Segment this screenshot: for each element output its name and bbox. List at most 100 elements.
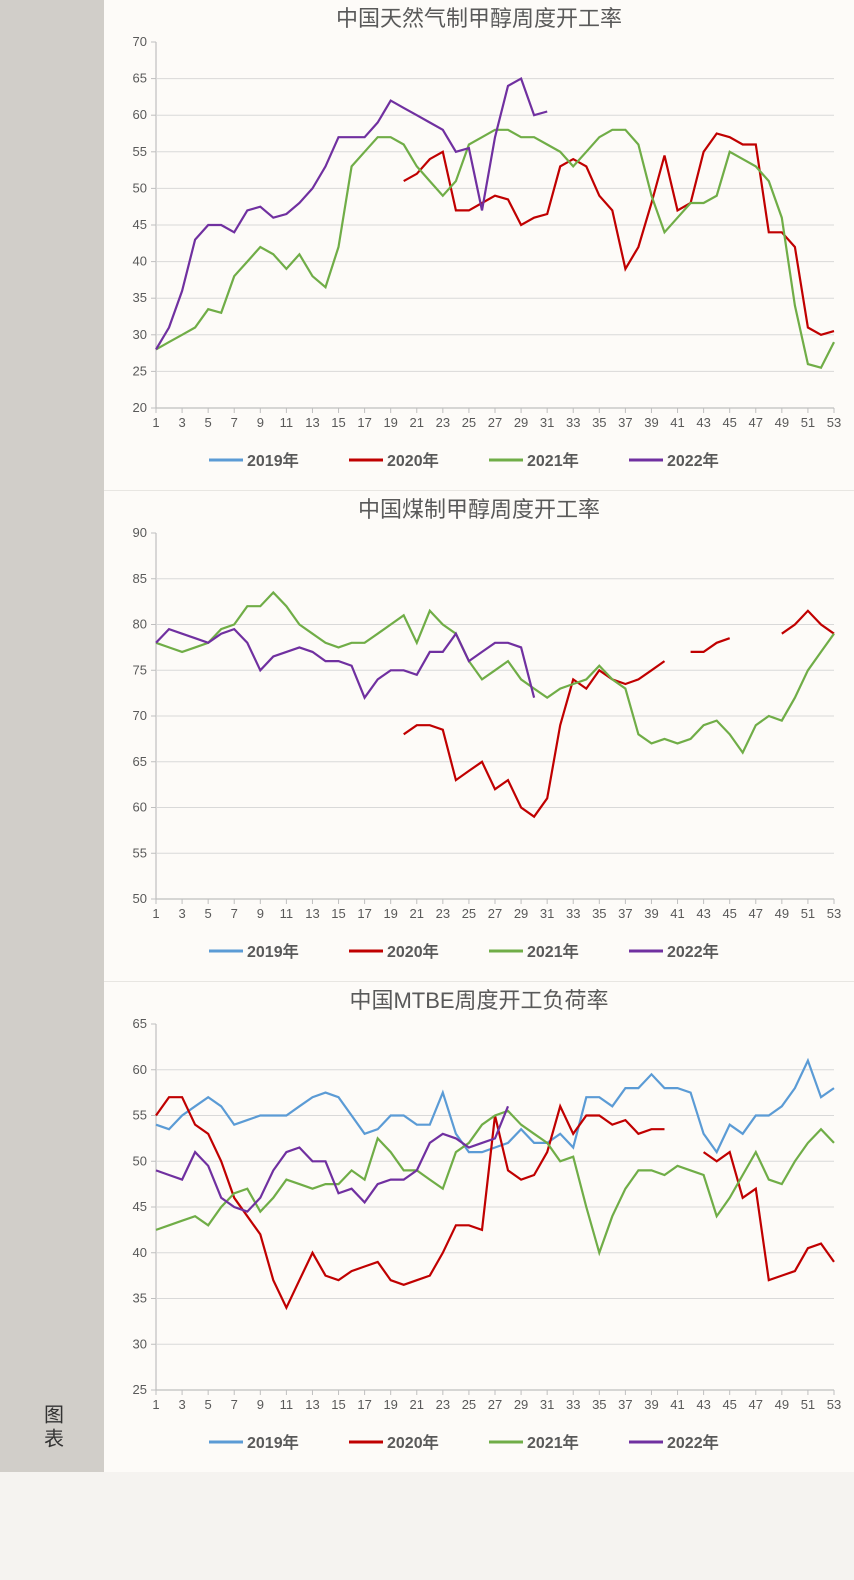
x-tick-label: 33 bbox=[566, 415, 580, 430]
series-2021 bbox=[156, 593, 834, 753]
x-tick-label: 21 bbox=[410, 1397, 424, 1412]
x-tick-label: 39 bbox=[644, 906, 658, 921]
x-tick-label: 31 bbox=[540, 906, 554, 921]
legend-label: 2020年 bbox=[387, 942, 439, 961]
x-tick-label: 19 bbox=[383, 906, 397, 921]
y-tick-label: 25 bbox=[133, 1382, 147, 1397]
y-tick-label: 85 bbox=[133, 571, 147, 586]
y-tick-label: 60 bbox=[133, 800, 147, 815]
y-tick-label: 20 bbox=[133, 400, 147, 415]
x-tick-label: 25 bbox=[462, 906, 476, 921]
x-tick-label: 37 bbox=[618, 1397, 632, 1412]
x-tick-label: 1 bbox=[152, 1397, 159, 1412]
legend-label: 2021年 bbox=[527, 451, 579, 470]
x-tick-label: 23 bbox=[436, 1397, 450, 1412]
series-2022 bbox=[156, 1106, 508, 1211]
y-tick-label: 60 bbox=[133, 1062, 147, 1077]
x-tick-label: 19 bbox=[383, 415, 397, 430]
x-tick-label: 41 bbox=[670, 906, 684, 921]
legend-label: 2019年 bbox=[247, 1433, 299, 1452]
x-tick-label: 15 bbox=[331, 906, 345, 921]
x-tick-label: 51 bbox=[801, 906, 815, 921]
x-tick-label: 7 bbox=[231, 1397, 238, 1412]
chart-mtbe: 中国MTBE周度开工负荷率253035404550556065135791113… bbox=[104, 982, 854, 1472]
legend-label: 2022年 bbox=[667, 451, 719, 470]
x-tick-label: 25 bbox=[462, 415, 476, 430]
x-tick-label: 43 bbox=[696, 415, 710, 430]
x-tick-label: 15 bbox=[331, 415, 345, 430]
y-tick-label: 65 bbox=[133, 754, 147, 769]
x-tick-label: 25 bbox=[462, 1397, 476, 1412]
series-2020 bbox=[404, 611, 834, 817]
y-tick-label: 40 bbox=[133, 254, 147, 269]
x-tick-label: 47 bbox=[749, 415, 763, 430]
series-2020 bbox=[404, 134, 834, 335]
x-tick-label: 45 bbox=[722, 906, 736, 921]
y-tick-label: 90 bbox=[133, 525, 147, 540]
x-tick-label: 5 bbox=[205, 415, 212, 430]
x-tick-label: 9 bbox=[257, 906, 264, 921]
x-tick-label: 51 bbox=[801, 1397, 815, 1412]
legend-label: 2022年 bbox=[667, 1433, 719, 1452]
chart-coal-methanol: 中国煤制甲醇周度开工率50556065707580859013579111315… bbox=[104, 491, 854, 982]
x-tick-label: 35 bbox=[592, 1397, 606, 1412]
y-tick-label: 60 bbox=[133, 107, 147, 122]
x-tick-label: 9 bbox=[257, 1397, 264, 1412]
x-tick-label: 51 bbox=[801, 415, 815, 430]
x-tick-label: 21 bbox=[410, 415, 424, 430]
x-tick-label: 15 bbox=[331, 1397, 345, 1412]
x-tick-label: 27 bbox=[488, 906, 502, 921]
x-tick-label: 53 bbox=[827, 906, 841, 921]
y-tick-label: 55 bbox=[133, 845, 147, 860]
x-tick-label: 7 bbox=[231, 415, 238, 430]
series-2022 bbox=[156, 629, 534, 698]
y-tick-label: 45 bbox=[133, 217, 147, 232]
x-tick-label: 29 bbox=[514, 415, 528, 430]
y-tick-label: 70 bbox=[133, 34, 147, 49]
x-tick-label: 29 bbox=[514, 906, 528, 921]
x-tick-label: 13 bbox=[305, 906, 319, 921]
y-tick-label: 65 bbox=[133, 1016, 147, 1031]
x-tick-label: 47 bbox=[749, 1397, 763, 1412]
x-tick-label: 5 bbox=[205, 1397, 212, 1412]
x-tick-label: 37 bbox=[618, 906, 632, 921]
series-2020 bbox=[156, 1097, 834, 1308]
x-tick-label: 11 bbox=[280, 415, 294, 430]
y-tick-label: 55 bbox=[133, 1108, 147, 1123]
x-tick-label: 35 bbox=[592, 906, 606, 921]
x-tick-label: 39 bbox=[644, 415, 658, 430]
x-tick-label: 17 bbox=[357, 1397, 371, 1412]
y-tick-label: 50 bbox=[133, 180, 147, 195]
x-tick-label: 33 bbox=[566, 1397, 580, 1412]
y-tick-label: 25 bbox=[133, 363, 147, 378]
sidebar-label: 图表 bbox=[38, 1404, 67, 1452]
x-tick-label: 13 bbox=[305, 1397, 319, 1412]
y-tick-label: 75 bbox=[133, 662, 147, 677]
x-tick-label: 45 bbox=[722, 1397, 736, 1412]
chart-title: 中国天然气制甲醇周度开工率 bbox=[336, 6, 622, 31]
x-tick-label: 21 bbox=[410, 906, 424, 921]
series-2022 bbox=[156, 79, 547, 350]
chart-title: 中国MTBE周度开工负荷率 bbox=[349, 988, 608, 1013]
y-tick-label: 55 bbox=[133, 144, 147, 159]
x-tick-label: 1 bbox=[152, 415, 159, 430]
x-tick-label: 47 bbox=[749, 906, 763, 921]
legend-label: 2020年 bbox=[387, 451, 439, 470]
x-tick-label: 9 bbox=[257, 415, 264, 430]
x-tick-label: 45 bbox=[722, 415, 736, 430]
chart-title: 中国煤制甲醇周度开工率 bbox=[358, 497, 600, 522]
y-tick-label: 80 bbox=[133, 617, 147, 632]
x-tick-label: 31 bbox=[540, 415, 554, 430]
x-tick-label: 31 bbox=[540, 1397, 554, 1412]
x-tick-label: 13 bbox=[305, 415, 319, 430]
y-tick-label: 45 bbox=[133, 1199, 147, 1214]
x-tick-label: 19 bbox=[383, 1397, 397, 1412]
legend-label: 2019年 bbox=[247, 451, 299, 470]
x-tick-label: 49 bbox=[775, 1397, 789, 1412]
x-tick-label: 43 bbox=[696, 1397, 710, 1412]
y-tick-label: 50 bbox=[133, 1153, 147, 1168]
x-tick-label: 5 bbox=[205, 906, 212, 921]
y-tick-label: 30 bbox=[133, 327, 147, 342]
x-tick-label: 53 bbox=[827, 415, 841, 430]
x-tick-label: 49 bbox=[775, 906, 789, 921]
